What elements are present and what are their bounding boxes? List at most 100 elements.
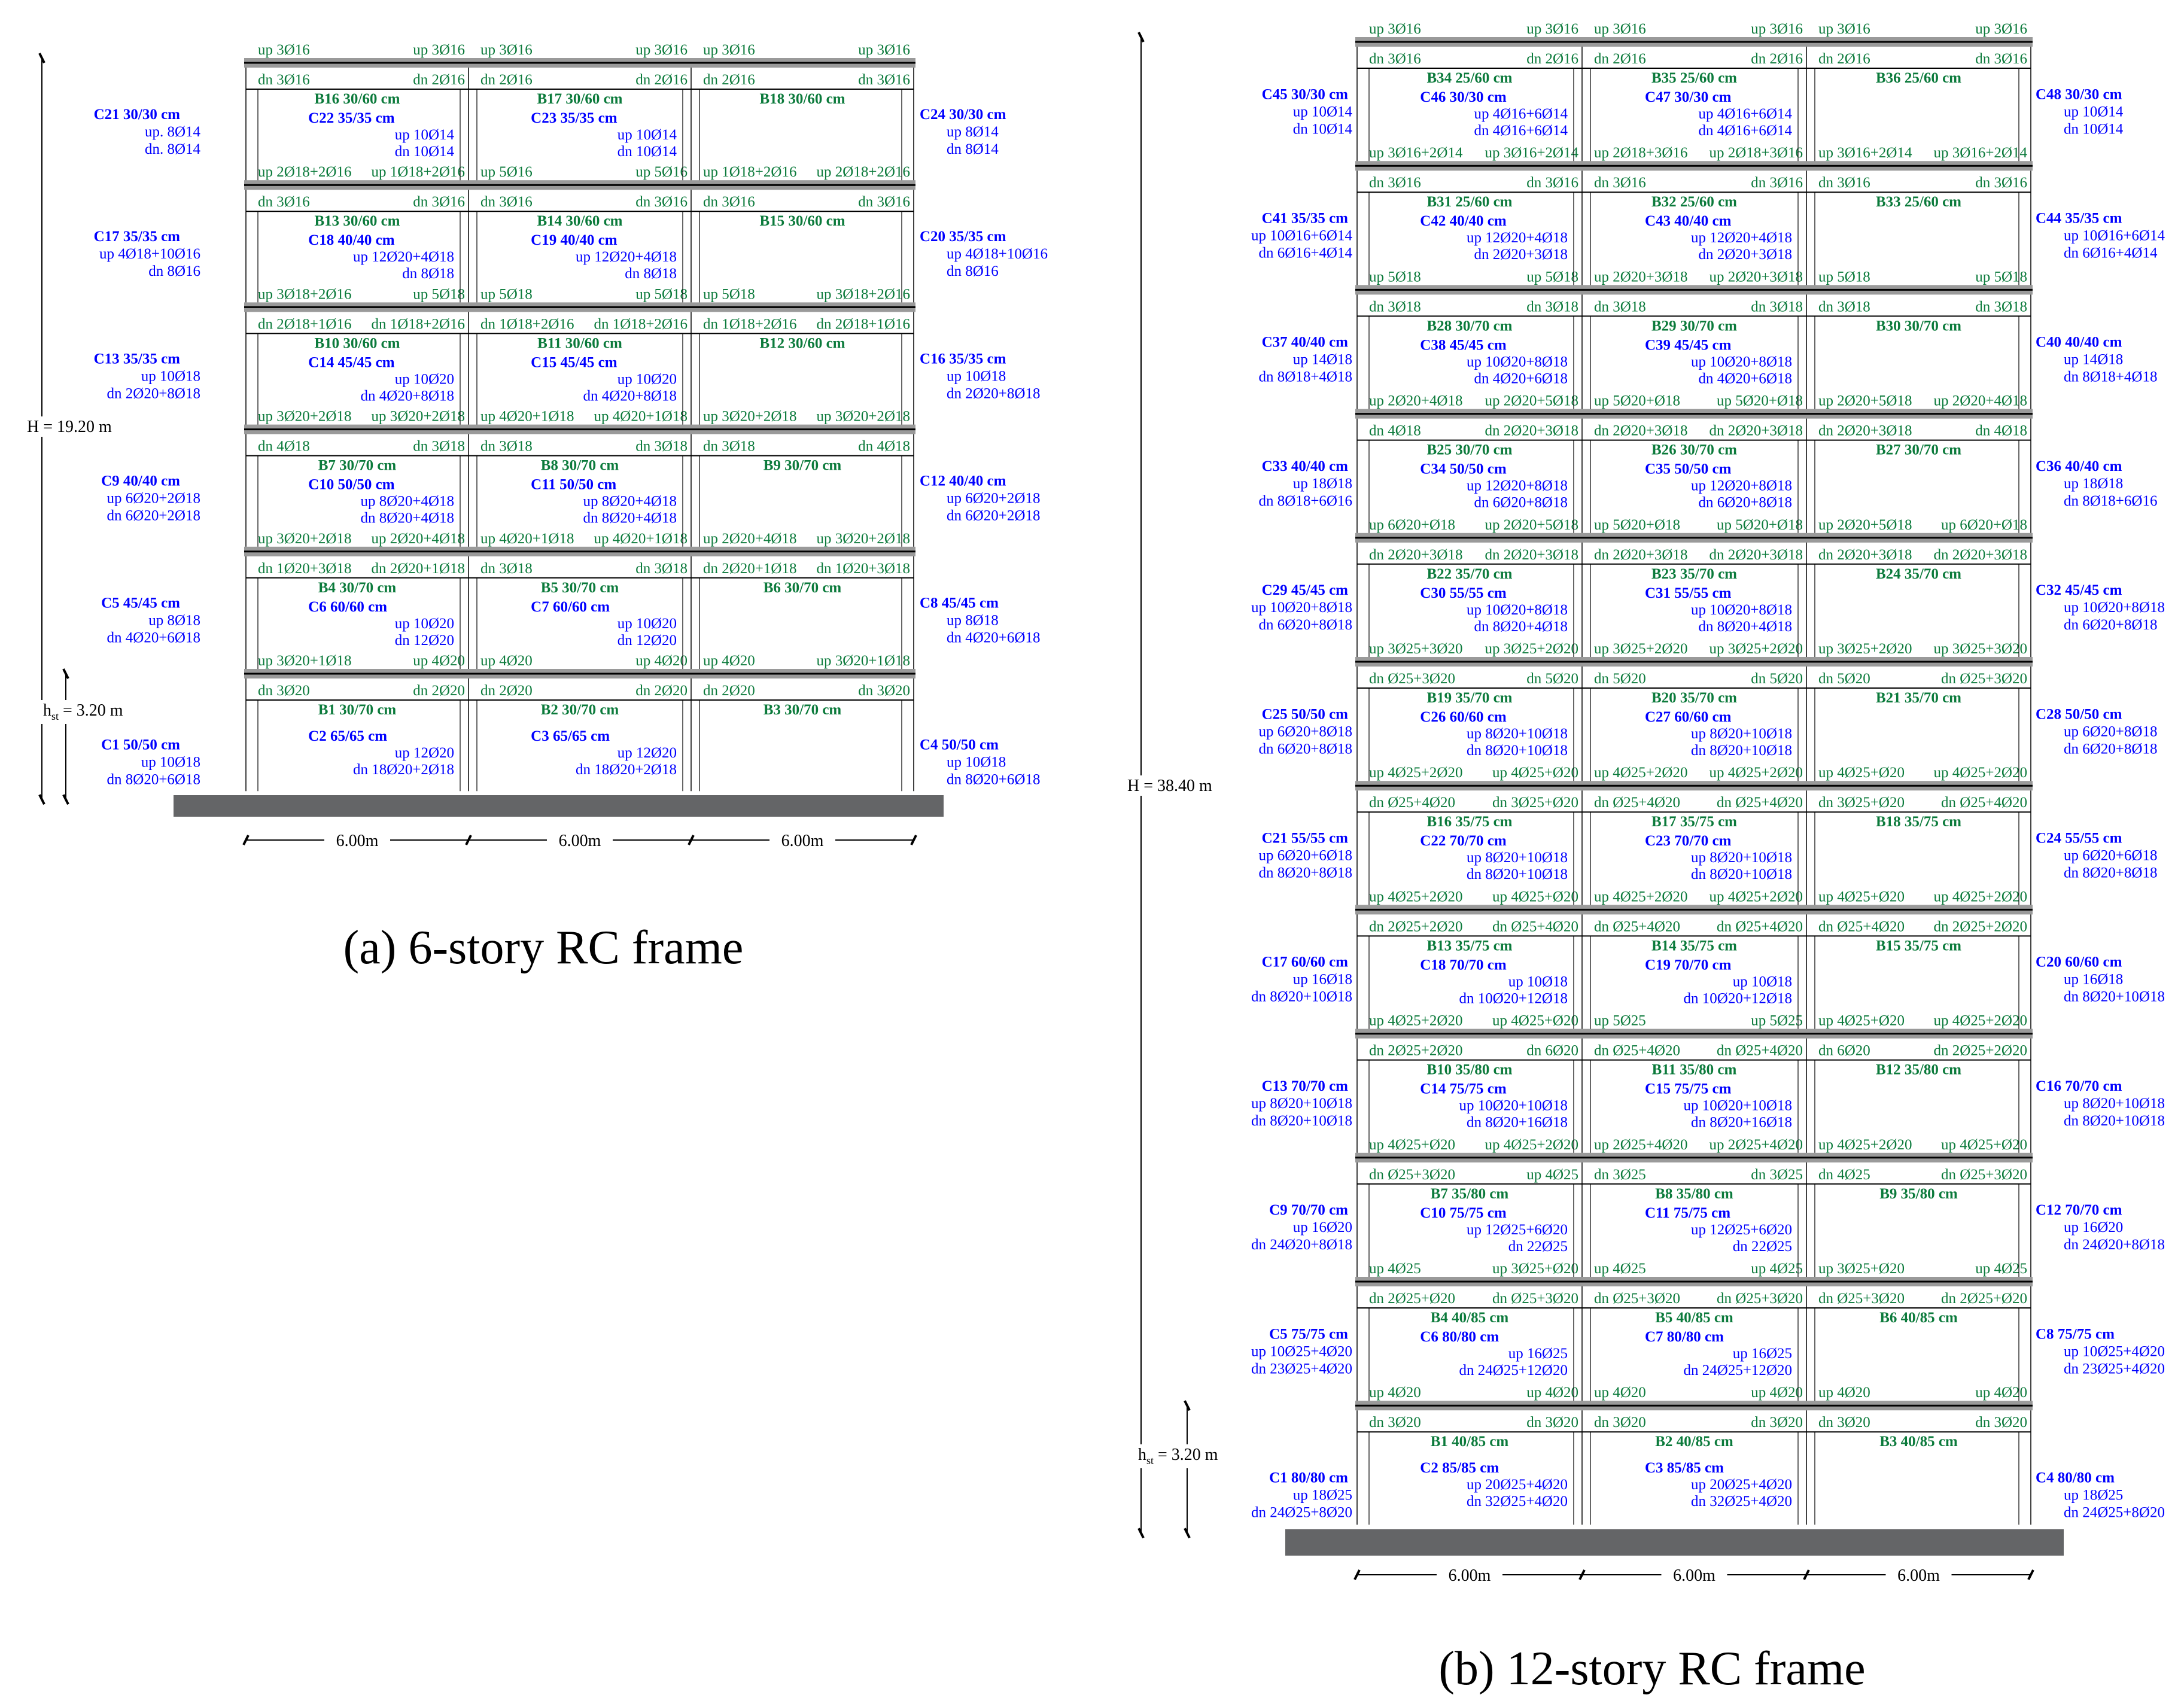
beam-top-rebar-right: up 3Ø16: [1751, 21, 1803, 37]
beam-top-rebar-left: up 3Ø25+2Ø20: [1594, 641, 1687, 657]
span-label: 6.00m: [559, 832, 601, 850]
beam-top-rebar-right: up 5Ø18: [413, 286, 465, 302]
column-rebar-dn: dn 8Ø20+10Ø18: [1691, 866, 1792, 883]
beam-bottom-rebar-right: dn Ø25+4Ø20: [1717, 1043, 1803, 1059]
beam-label: B19 35/70 cm: [1426, 690, 1512, 706]
beam-label: B11 30/60 cm: [537, 335, 622, 351]
beam-top-rebar-left: up 3Ø16: [480, 42, 533, 58]
beam-label: B16 30/60 cm: [314, 91, 400, 107]
beam-top-rebar-right: up 3Ø20+1Ø18: [817, 653, 910, 669]
column-rebar-dn: dn 6Ø20+8Ø18: [2064, 741, 2157, 757]
story: B16 30/60 cm B17 30/60 cm B18 30/60 cm C21 …: [94, 68, 1006, 181]
column-label: C12 70/70 cm: [2036, 1202, 2122, 1218]
beam-bottom-rebar-right: dn 2Ø25+Ø20: [1941, 1291, 2027, 1307]
beam-bottom-rebar-left: dn 1Ø18+2Ø16: [480, 316, 574, 332]
beam-top-rebar-left: up 5Ø18: [480, 286, 533, 302]
beam-bottom-rebar-left: dn 2Ø18+1Ø16: [258, 316, 351, 332]
beam-bottom-rebar-right: dn 3Ø20: [1526, 1414, 1578, 1431]
beam-top-rebar-left: up 5Ø20+Ø18: [1594, 393, 1680, 409]
column-rebar-up: up 8Ø20+10Ø18: [1691, 850, 1792, 866]
beam-top-rebar-right: up 5Ø20+Ø18: [1717, 517, 1803, 533]
column-rebar-up: up 8Ø20+10Ø18: [1251, 1096, 1352, 1112]
beam-label: B3 30/70 cm: [764, 702, 842, 718]
column-label: C15 75/75 cm: [1645, 1081, 1732, 1097]
beam-bottom-rebar-left: dn 3Ø18: [703, 439, 755, 455]
beam-top-rebar-left: up 3Ø20+2Ø18: [258, 531, 351, 547]
floor-beam-level: up 4Ø25 up 3Ø25+Ø20 dn 2Ø25+Ø20 dn Ø25+3Ø20…: [1355, 1261, 2033, 1309]
beam-top-rebar-left: up 4Ø25+2Ø20: [1369, 889, 1462, 905]
beam-bottom-rebar-right: dn 3Ø18: [635, 561, 688, 577]
column-label: C16 70/70 cm: [2036, 1078, 2122, 1094]
beam-top-rebar-right: up 4Ø25+2Ø20: [1934, 1013, 2027, 1029]
column-rebar-dn: dn 8Ø18: [625, 266, 677, 282]
column-label: C25 50/50 cm: [1262, 706, 1349, 722]
beam-top-rebar-left: up 3Ø25+3Ø20: [1369, 641, 1462, 657]
story-height-symbol: h: [43, 701, 51, 720]
beam-bottom-rebar-left: dn 2Ø20+3Ø18: [1818, 547, 1912, 563]
column-rebar-dn: dn 8Ø16: [148, 263, 200, 279]
beam-bottom-rebar-left: dn 4Ø18: [258, 439, 310, 455]
column-rebar-dn: dn 6Ø20+2Ø18: [947, 508, 1040, 524]
beam-label: B15 35/75 cm: [1876, 938, 1961, 954]
beam-label: B4 30/70 cm: [318, 580, 397, 596]
beam-label: B13 35/75 cm: [1426, 938, 1512, 954]
beam-bottom-rebar-right: dn 3Ø18: [1526, 299, 1578, 315]
column-label: C36 40/40 cm: [2036, 458, 2122, 474]
column-rebar-up: up 6Ø20+8Ø18: [2064, 723, 2157, 740]
beam-bottom-rebar-left: dn 3Ø16: [258, 194, 310, 210]
beam-top-rebar-left: up 5Ø18: [1369, 269, 1421, 285]
beam-bottom-rebar-left: dn 3Ø20: [1369, 1414, 1421, 1431]
column-label: C19 40/40 cm: [531, 232, 618, 248]
column-rebar-dn: dn 8Ø18+4Ø18: [1259, 369, 1352, 385]
beam-label: B24 35/70 cm: [1876, 566, 1961, 582]
beam-label: B27 30/70 cm: [1876, 442, 1961, 458]
column-label: C19 70/70 cm: [1645, 957, 1732, 973]
beam-top-rebar-right: up 4Ø25+2Ø20: [1934, 765, 2027, 781]
beam-bottom-rebar-right: dn 2Ø20+3Ø18: [1710, 547, 1803, 563]
beam-bottom-rebar-left: dn Ø25+4Ø20: [1594, 918, 1680, 935]
beam-top-rebar-right: up 4Ø25+2Ø20: [1710, 765, 1803, 781]
beam-label: B28 30/70 cm: [1426, 318, 1512, 334]
beam-bottom-rebar-right: dn 2Ø20: [413, 683, 465, 699]
column-label: C29 45/45 cm: [1262, 582, 1349, 598]
beam-bottom-rebar-left: dn 2Ø20: [480, 683, 533, 699]
column-rebar-up: up 6Ø20+2Ø18: [107, 491, 200, 507]
column-rebar-dn: dn 18Ø20+2Ø18: [576, 762, 677, 778]
beam-bottom-rebar-right: dn Ø25+4Ø20: [1717, 918, 1803, 935]
story: B1 40/85 cm B2 40/85 cm B3 40/85 cm C1 80/8…: [1251, 1410, 2165, 1525]
beam-bottom-rebar-right: dn 2Ø20: [635, 683, 688, 699]
column-rebar-dn: dn 10Ø14: [1293, 121, 1353, 137]
beam-label: B16 35/75 cm: [1426, 814, 1512, 830]
story-height-subscript: st: [1146, 1455, 1154, 1466]
beam-bottom-rebar-right: dn 2Ø16: [413, 72, 465, 88]
column-rebar-up: up 18Ø25: [2064, 1487, 2123, 1504]
beam-top-rebar-left: up 3Ø18+2Ø16: [258, 286, 351, 302]
story: B31 25/60 cm B32 25/60 cm B33 25/60 cm C41 …: [1251, 171, 2165, 285]
beam-bottom-rebar-left: dn 1Ø20+3Ø18: [258, 561, 351, 577]
beam-top-rebar-right: up 3Ø16: [413, 42, 465, 58]
column-label: C28 50/50 cm: [2036, 706, 2122, 722]
column-rebar-dn: dn 8Ø20+6Ø18: [107, 772, 200, 788]
floor-beam-level: up 3Ø16 up 3Ø16 dn 3Ø16 dn 2Ø16 up 3Ø16 up 3Ø…: [244, 42, 915, 90]
column-label: C47 30/30 cm: [1645, 89, 1732, 105]
column-rebar-dn: dn 24Ø25+12Ø20: [1684, 1362, 1792, 1379]
beam-top-rebar-right: up 3Ø18+2Ø16: [817, 286, 910, 302]
column-rebar-up: up 10Ø18: [947, 368, 1006, 384]
beam-top-rebar-left: up 5Ø18: [1818, 269, 1870, 285]
beam-top-rebar-left: up 2Ø20+5Ø18: [1818, 517, 1912, 533]
beam-label: B2 40/85 cm: [1655, 1434, 1733, 1450]
column-label: C44 35/35 cm: [2036, 211, 2122, 227]
column-label: C27 60/60 cm: [1645, 709, 1732, 725]
column-label: C8 75/75 cm: [2036, 1326, 2115, 1342]
frame-caption: (b) 12-story RC frame: [1438, 1642, 1865, 1695]
story-height-label: hst = 3.20 m: [1138, 1446, 1218, 1466]
foundation: [174, 795, 944, 817]
beam-top-rebar-right: up 3Ø16+2Ø14: [1934, 145, 2028, 161]
story: B28 30/70 cm B29 30/70 cm B30 30/70 cm C37 …: [1259, 294, 2157, 409]
beam-top-rebar-left: up 4Ø25: [1594, 1261, 1646, 1277]
beam-label: B13 30/60 cm: [314, 213, 400, 229]
beam-top-rebar-right: up 3Ø25+2Ø20: [1485, 641, 1578, 657]
beam-top-rebar-right: up 1Ø18+2Ø16: [372, 164, 465, 180]
column-rebar-up: up 16Ø20: [1293, 1219, 1352, 1236]
